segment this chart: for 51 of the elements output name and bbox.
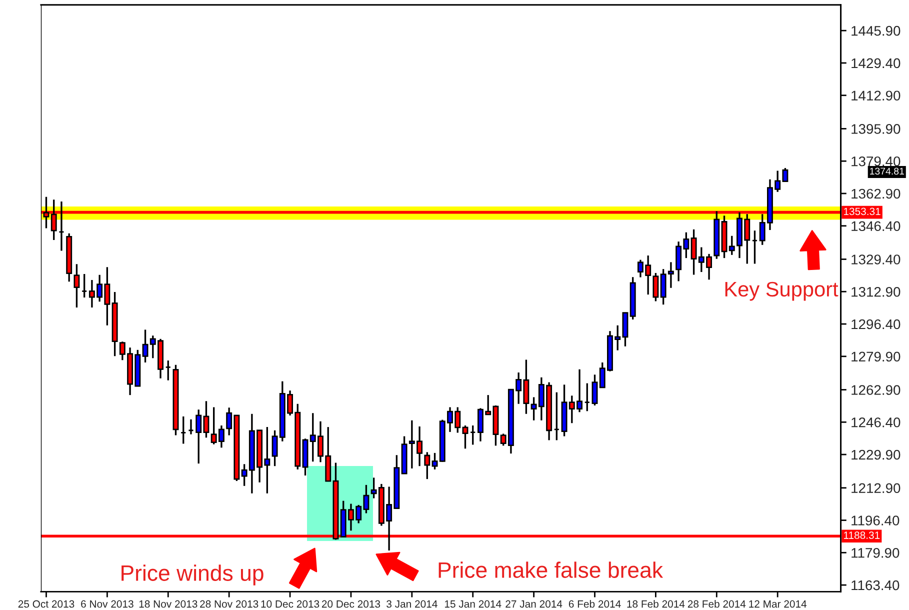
candlestick [81,273,88,298]
y-tick-label: 1312.90 [852,286,900,297]
y-tick-label: 1362.90 [852,188,900,199]
candlestick [592,374,598,406]
candlestick [554,391,560,442]
x-tick-label: 18 Nov 2013 [139,600,198,608]
candlestick [180,416,186,445]
y-tick-label: 1379.40 [852,156,900,166]
x-tick-label: 3 Jan 2014 [386,600,438,608]
y-tick-label: 1163.40 [852,580,900,590]
x-tick-label: 27 Jan 2014 [506,600,562,608]
x-tick-label: 15 Jan 2014 [444,600,502,608]
candlestick [470,424,476,446]
candlestick [424,451,430,480]
y-tick-label: 1412.90 [852,90,900,101]
x-tick-label: 28 Feb 2014 [688,600,746,608]
y-tick-label: 1196.40 [852,516,900,526]
annotation: Key Support [725,282,838,301]
x-tick-label: 12 Mar 2014 [749,600,807,608]
y-tick-label: 1229.90 [852,450,900,460]
y-tick-label: 1179.90 [852,548,900,558]
x-tick-label: 28 Nov 2013 [200,600,258,608]
y-tick-label: 1329.40 [852,254,900,264]
candlestick [188,418,194,436]
y-tick-label: 1246.40 [852,417,900,428]
y-tick-label: 1429.40 [852,58,900,68]
candlestick [728,235,735,256]
candlestick [165,360,172,382]
x-tick-label: 6 Nov 2013 [81,600,134,608]
y-tick-label: 1445.90 [852,26,900,36]
candlestick [584,382,590,412]
annotation: Price winds up [122,564,264,586]
text: 1374.81 [870,168,904,175]
annotation: Price make false break [438,562,664,578]
y-tick-label: 1346.40 [852,221,900,232]
y-tick-label: 1262.90 [852,385,900,395]
candlestick [74,263,80,308]
x-tick-label: 25 Oct 2013 [18,600,74,608]
ref-line-label: 1353.31 [844,208,880,216]
candlestick [462,424,468,450]
x-tick-label: 10 Dec 2013 [261,600,320,608]
y-tick-label: 1212.90 [852,483,900,494]
y-tick-label: 1279.90 [852,352,900,362]
x-tick-label: 6 Feb 2014 [568,600,621,608]
x-tick-label: 20 Dec 2013 [322,600,380,608]
x-tick-label: 18 Feb 2014 [627,600,685,608]
y-tick-label: 1296.40 [852,319,900,330]
y-tick-label: 1395.90 [852,124,900,134]
ref-line-label: 1188.31 [844,532,880,539]
candlestick [752,230,758,265]
candlestick [58,200,64,252]
